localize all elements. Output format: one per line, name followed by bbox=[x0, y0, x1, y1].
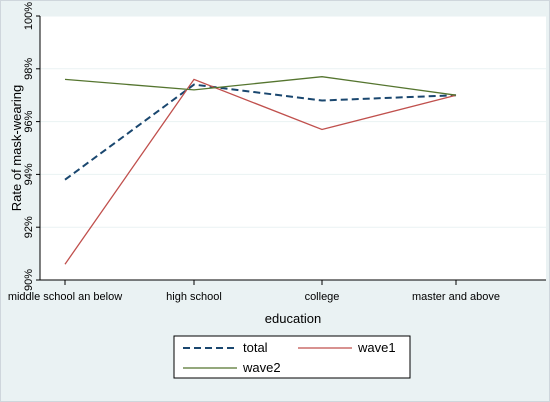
series-line-total bbox=[64, 83, 457, 181]
x-tick-label: middle school an below bbox=[8, 291, 122, 303]
plot-area bbox=[40, 16, 546, 280]
y-tick-label: 100% bbox=[23, 2, 35, 30]
series-line-wave2 bbox=[64, 76, 457, 96]
legend-label-wave2: wave2 bbox=[242, 360, 281, 375]
series-line-wave1 bbox=[64, 78, 457, 265]
y-tick-label: 96% bbox=[23, 110, 35, 132]
y-tick-label: 92% bbox=[23, 216, 35, 238]
legend-label-total: total bbox=[243, 340, 268, 355]
x-axis-title: education bbox=[265, 311, 321, 326]
y-gridlines bbox=[40, 15, 546, 228]
legend-label-wave1: wave1 bbox=[357, 340, 396, 355]
legend-items: total wave1 wave2 bbox=[183, 340, 396, 375]
legend-box bbox=[173, 335, 411, 379]
x-tick-label: master and above bbox=[412, 291, 500, 303]
series-lines bbox=[64, 76, 457, 265]
y-tick-label: 94% bbox=[23, 163, 35, 185]
y-axis: 90% 92% 94% 96% 98% 100% bbox=[23, 2, 41, 291]
x-tick-label: college bbox=[305, 291, 340, 303]
y-tick-label: 90% bbox=[23, 269, 35, 291]
x-tick-label: high school bbox=[166, 291, 222, 303]
y-axis-title: Rate of mask-wearing bbox=[9, 85, 24, 211]
legend: total wave1 wave2 bbox=[173, 335, 411, 379]
x-axis: middle school an below high school college… bbox=[8, 279, 546, 303]
y-tick-label: 98% bbox=[23, 58, 35, 80]
